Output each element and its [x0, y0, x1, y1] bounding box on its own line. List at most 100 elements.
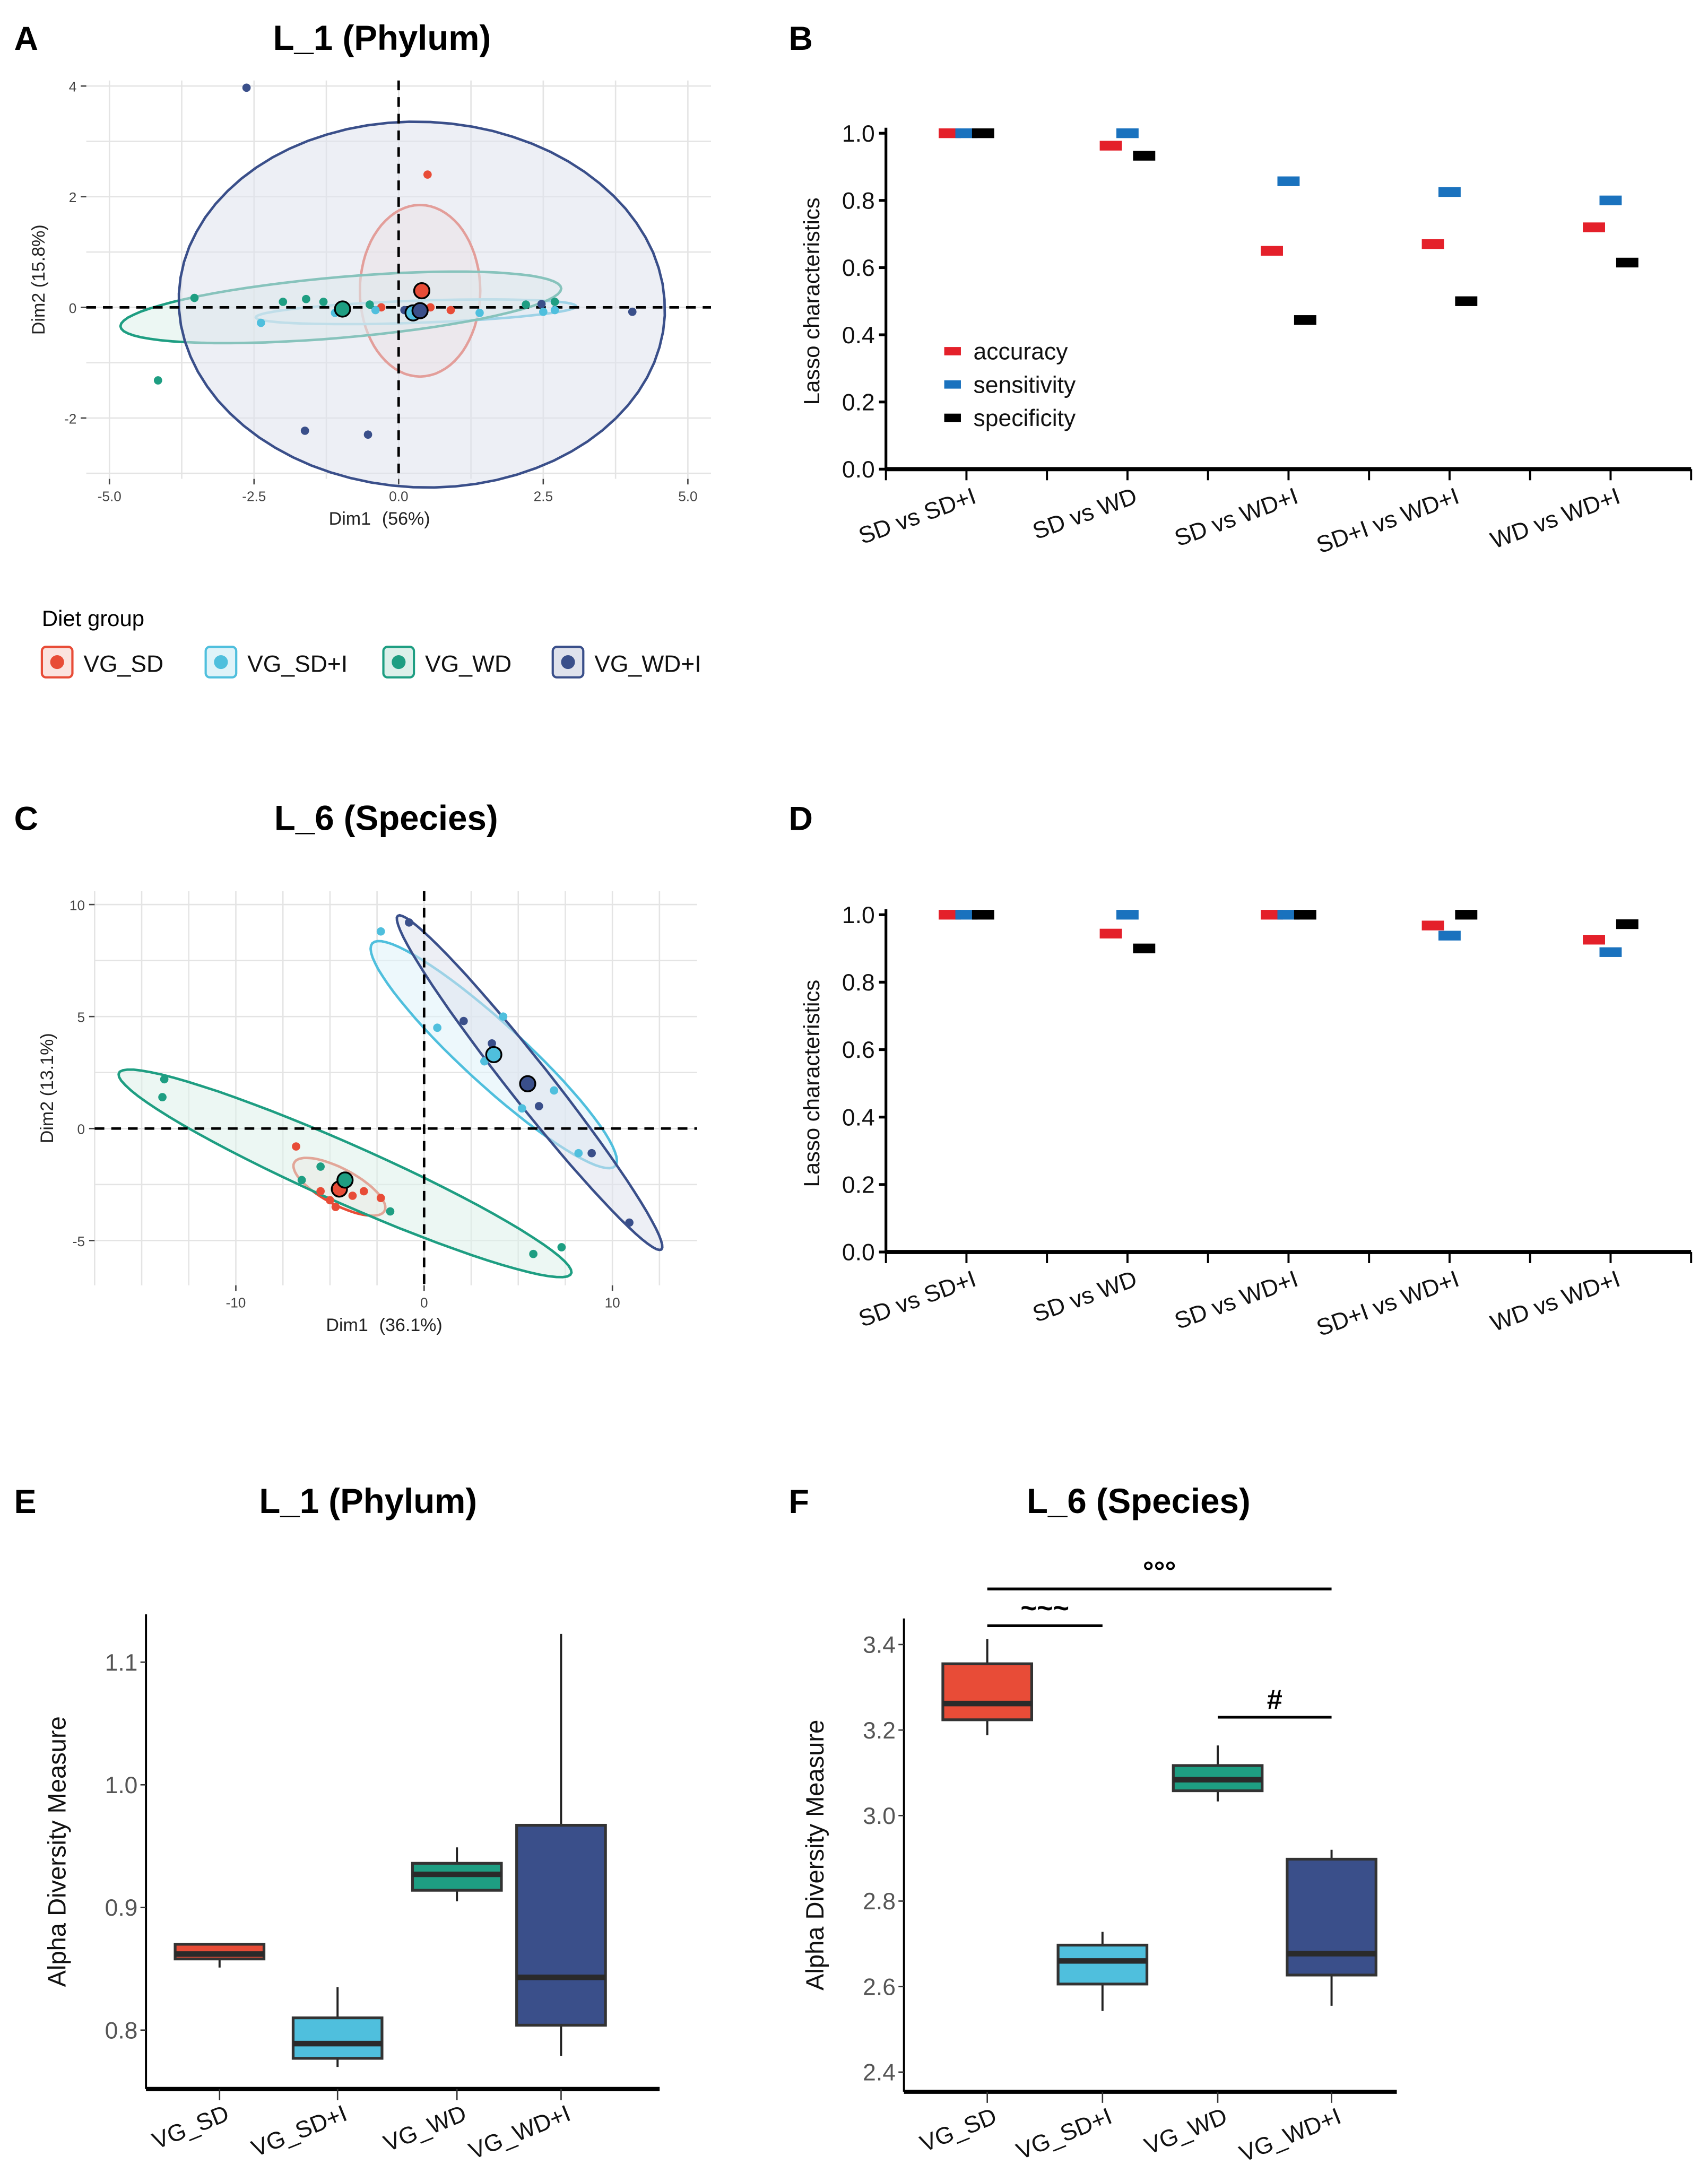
data-point — [376, 1194, 385, 1202]
y-tick-label: 3.4 — [863, 1632, 896, 1658]
legend-label: VG_WD+I — [594, 651, 701, 677]
y-tick-label: 2.4 — [863, 2060, 896, 2086]
data-point — [376, 927, 385, 936]
legend-item-sensitivity: sensitivity — [944, 372, 1076, 398]
y-tick-label: 0 — [69, 300, 77, 316]
sensitivity-marker — [1277, 176, 1300, 186]
group-centroid — [336, 1171, 354, 1189]
x-axis-label: Dim1 — [326, 1315, 368, 1335]
x-tick-label: -10 — [226, 1295, 246, 1311]
panel-label-c: C — [14, 801, 38, 838]
legend-item: VG_SD+I — [204, 646, 348, 679]
accuracy-marker — [1421, 920, 1444, 931]
specificity-marker — [1616, 919, 1638, 929]
category-label: VG_WD — [1141, 2103, 1231, 2160]
data-point — [386, 1207, 395, 1216]
data-point — [587, 1149, 596, 1158]
y-tick-label: 0 — [77, 1122, 85, 1137]
y-axis-label: Dim2 (13.1%) — [37, 1033, 57, 1143]
panel-label-a: A — [14, 20, 38, 57]
x-tick-label: 2.5 — [534, 489, 553, 505]
accuracy-marker — [1099, 141, 1122, 151]
specificity-marker — [1294, 315, 1316, 325]
panel-label-e: E — [14, 1483, 37, 1520]
legend-title: Diet group — [42, 606, 144, 631]
data-point — [557, 1243, 566, 1251]
significance-label: °°° — [1143, 1556, 1176, 1587]
y-tick-label: 3.2 — [863, 1718, 896, 1744]
y-tick-label: 0.6 — [842, 255, 875, 281]
group-centroid — [334, 300, 351, 318]
y-tick-label: 0.0 — [842, 457, 875, 483]
category-label: VG_SD+I — [1013, 2103, 1116, 2164]
x-axis-label: Dim1 — [329, 509, 371, 529]
y-tick-label: 1.0 — [842, 121, 875, 147]
data-point — [550, 306, 559, 315]
legend-item-accuracy: accuracy — [944, 339, 1068, 365]
category-label: WD vs WD+I — [1487, 1266, 1624, 1336]
sensitivity-marker — [1438, 931, 1461, 941]
data-point — [405, 918, 413, 927]
boxplot-vg_wd — [411, 1847, 503, 1901]
panel-label-b: B — [789, 20, 813, 57]
significance-bracket: # — [1218, 1684, 1332, 1719]
data-point — [297, 1176, 306, 1185]
legend-label: specificity — [974, 405, 1077, 431]
data-point — [279, 298, 288, 306]
group-centroid — [411, 302, 429, 319]
boxplot-vg_sd-plus-i — [291, 1987, 384, 2067]
y-tick-label: 10 — [70, 898, 85, 914]
y-tick-label: 0.4 — [842, 323, 875, 349]
panel-label-f: F — [789, 1483, 809, 1520]
y-axis-label: Lasso characteristics — [799, 980, 824, 1187]
category-label: SD+I vs WD+I — [1313, 483, 1462, 558]
significance-label: # — [1267, 1684, 1282, 1715]
category-label: SD vs WD — [1029, 1266, 1140, 1327]
sensitivity-marker — [1599, 947, 1622, 957]
category-label: SD vs SD+I — [855, 1266, 979, 1332]
data-point — [574, 1149, 583, 1158]
sensitivity-marker — [1438, 187, 1461, 197]
specificity-marker — [1133, 943, 1156, 953]
iqr-box — [291, 2016, 384, 2060]
data-point — [316, 1187, 325, 1196]
sensitivity-marker — [1599, 195, 1622, 205]
specificity-marker — [972, 128, 994, 138]
legend-dot — [50, 655, 64, 670]
accuracy-marker — [1099, 928, 1122, 938]
y-tick-label: 4 — [69, 79, 77, 95]
x-tick-label: 10 — [605, 1295, 620, 1311]
y-axis-label: Alpha Diversity Measure — [42, 1716, 71, 1987]
panel-f-title: L_6 (Species) — [1027, 1482, 1251, 1520]
legend-dot — [392, 655, 406, 670]
data-point — [348, 1192, 357, 1200]
x-axis-label-percent: (56%) — [382, 509, 430, 529]
significance-label: ~~~ — [1020, 1593, 1069, 1624]
y-tick-label: 0.2 — [842, 389, 875, 415]
y-axis-label: Lasso characteristics — [799, 197, 824, 405]
panel-b-lasso-phylum: 0.0 0.2 0.4 0.6 0.8 1.0 SD vs SD+I SD vs WD SD v… — [799, 121, 1693, 559]
legend-dot — [214, 655, 228, 670]
accuracy-marker — [1261, 246, 1283, 256]
x-tick-label: 0 — [420, 1295, 428, 1311]
data-point — [550, 298, 559, 306]
group-centroid — [485, 1046, 502, 1064]
data-point — [475, 308, 484, 317]
iqr-box — [515, 1823, 607, 2027]
boxplot-vg_wd-plus-i — [1286, 1849, 1377, 2006]
y-tick-label: 0.2 — [842, 1172, 875, 1198]
x-tick-label: 0.0 — [389, 489, 408, 505]
data-point — [363, 430, 372, 439]
y-tick-label: 2.8 — [863, 1889, 896, 1915]
data-point — [316, 1162, 325, 1171]
specificity-marker — [1455, 296, 1478, 306]
y-tick-label: 2.6 — [863, 1974, 896, 2000]
specificity-marker — [972, 910, 994, 920]
data-point — [534, 1102, 543, 1110]
y-tick-label: 0.0 — [842, 1240, 875, 1266]
legend-item: VG_WD — [382, 646, 511, 679]
diet-group-legend: Diet group VG_SD VG_SD+I VG_WD VG_WD+I — [40, 606, 701, 679]
data-point — [537, 300, 546, 308]
data-point — [480, 1057, 489, 1066]
legend-label: VG_WD — [425, 651, 511, 677]
